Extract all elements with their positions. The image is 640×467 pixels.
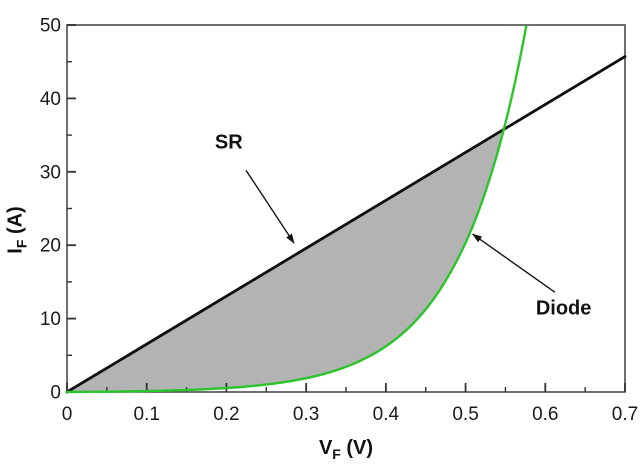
x-tick-label: 0.2 — [213, 404, 239, 425]
x-axis-title: VF (V) — [67, 437, 625, 462]
y-tick-label: 0 — [50, 383, 61, 404]
x-axis-title-units: (V) — [340, 437, 374, 459]
x-tick-label: 0.7 — [612, 404, 638, 425]
x-tick-label: 0.1 — [134, 404, 160, 425]
x-tick-label: 0 — [62, 404, 73, 425]
annotation-arrow-diode — [471, 233, 556, 293]
annotation-label-sr: SR — [214, 131, 243, 154]
y-axis-title-subscript: F — [13, 239, 30, 249]
y-tick-label: 20 — [40, 236, 61, 257]
x-tick-label: 0.6 — [532, 404, 558, 425]
y-tick-label: 30 — [40, 162, 61, 183]
diode-curve-series — [65, 25, 528, 394]
annotation-arrow-sr — [245, 169, 295, 244]
x-tick-label: 0.4 — [373, 404, 400, 425]
annotation-label-diode: Diode — [535, 297, 592, 320]
x-tick-label: 0.3 — [293, 404, 319, 425]
y-tick-label: 10 — [40, 309, 61, 330]
y-tick-label: 40 — [40, 89, 61, 110]
y-axis-title: IF (A) — [5, 206, 30, 253]
y-tick-label: 50 — [40, 16, 61, 37]
y-axis-title-units: (A) — [4, 206, 27, 240]
x-axis-title-symbol: V — [318, 437, 333, 459]
x-tick-label: 0.5 — [452, 404, 478, 425]
sr-line-series — [65, 55, 627, 394]
y-axis-title-symbol: I — [4, 248, 27, 254]
x-axis-title-subscript: F — [332, 446, 341, 462]
